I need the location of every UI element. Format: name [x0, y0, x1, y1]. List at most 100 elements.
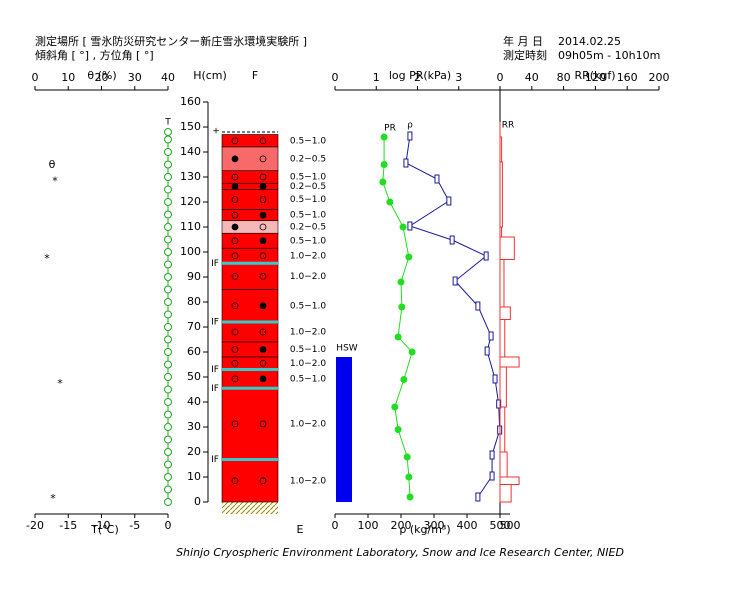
- grain-symbol: [259, 155, 267, 163]
- grain-symbol: [259, 237, 267, 245]
- tick-label: 130: [180, 170, 201, 183]
- theta-point: *: [52, 175, 58, 188]
- hardness: 0.5−1.0: [290, 236, 326, 246]
- temperature-point: [164, 348, 172, 356]
- tick-label: 0: [32, 71, 39, 84]
- snow-layer: [221, 220, 279, 234]
- snow-layer: [221, 289, 279, 323]
- density-point: [446, 196, 452, 206]
- temperature-point: [164, 273, 172, 281]
- grain-symbol: [259, 420, 267, 428]
- site: 測定場所 [ 雪氷防災研究センター新庄雪氷環境実験所 ]: [35, 34, 307, 48]
- hardness-label: E: [297, 523, 304, 536]
- tick-label: 0: [497, 71, 504, 84]
- pr-axis-label: log PR(kPa): [389, 69, 451, 82]
- tick-label: 20: [187, 445, 201, 458]
- tick-label: 40: [187, 395, 201, 408]
- tick-label: -5: [129, 519, 140, 532]
- temperature-point: [164, 498, 172, 506]
- pr-point: [391, 403, 399, 411]
- rr-step: [499, 226, 503, 238]
- density-point: [403, 158, 409, 168]
- tick-label: 110: [180, 220, 201, 233]
- tick-label: 0: [165, 519, 172, 532]
- pr-point: [379, 178, 387, 186]
- tick-label: 50: [187, 370, 201, 383]
- temperature-point: [164, 210, 172, 219]
- density-point: [407, 131, 413, 141]
- snow-layer: [221, 321, 279, 343]
- pr-point: [405, 253, 413, 261]
- grain-symbol: [259, 477, 267, 485]
- rr-step: [499, 319, 506, 358]
- snow-layer: [221, 387, 279, 460]
- hardness: 1.0−2.0: [290, 359, 326, 369]
- tick-label: 2: [414, 71, 421, 84]
- temperature-point: [164, 448, 172, 456]
- grain-symbol: [259, 223, 267, 231]
- grain-symbol: [259, 182, 267, 190]
- grain-symbol: [231, 237, 239, 245]
- pr-point: [399, 223, 407, 231]
- density-point: [434, 174, 440, 184]
- tick-label: 120: [585, 71, 606, 84]
- grain-symbol: [259, 272, 267, 280]
- temperature-point: [164, 148, 172, 156]
- theta-point: *: [57, 377, 63, 390]
- hardness: 0.5−1.0: [290, 195, 326, 205]
- temperature-point: [164, 310, 172, 319]
- tick-label: 200: [391, 519, 412, 532]
- density-point: [484, 346, 490, 356]
- tick-label: 100: [180, 245, 201, 258]
- grain-symbol: [231, 359, 239, 367]
- density-point: [492, 374, 498, 384]
- hardness: 1.0−2.0: [290, 251, 326, 261]
- pr-point: [405, 473, 413, 481]
- snow-layer: [221, 182, 279, 190]
- tick-label: 400: [457, 519, 478, 532]
- temperature-point: [164, 360, 172, 369]
- ground: [222, 502, 278, 514]
- density-point: [488, 331, 494, 341]
- grain-symbol: [231, 477, 239, 485]
- date: 2014.02.25: [558, 35, 621, 48]
- density-label: ρ: [407, 121, 413, 131]
- tick-label: 30: [187, 420, 201, 433]
- tick-label: 0: [332, 71, 339, 84]
- time-label: 測定時刻: [503, 48, 547, 62]
- hardness: 0.2−0.5: [290, 223, 326, 233]
- density-point: [483, 251, 489, 261]
- density-point: [489, 450, 495, 460]
- density-point: [475, 492, 481, 502]
- temperature-point: [164, 285, 172, 294]
- density-point: [496, 399, 502, 409]
- slope: 傾斜角 [ °] , 方位角 [ °]: [35, 48, 154, 62]
- ice-film-label: IF: [211, 365, 219, 375]
- pr-point: [408, 348, 416, 356]
- grain-symbol: [259, 196, 267, 203]
- pr-point: [400, 376, 408, 383]
- tick-label: 300: [424, 519, 445, 532]
- hardness: 0.5−1.0: [290, 173, 326, 183]
- hardness: 1.0−2.0: [290, 272, 326, 282]
- hardness: 0.5−1.0: [290, 374, 326, 384]
- rr-step: [499, 136, 503, 163]
- pr-point: [394, 333, 402, 341]
- temperature-point: [164, 235, 172, 244]
- hardness-label: F: [252, 69, 258, 82]
- tick-label: 0: [194, 495, 201, 508]
- temperature-point: [164, 485, 172, 494]
- temperature-point: [164, 223, 172, 231]
- tick-label: 10: [187, 470, 201, 483]
- pr-point: [403, 453, 411, 461]
- grain-symbol: [259, 346, 267, 353]
- density-point: [449, 235, 455, 245]
- hardness: 0.5−1.0: [290, 136, 326, 146]
- temperature-point: [164, 248, 172, 256]
- tick-label: 160: [617, 71, 638, 84]
- snow-layer: [221, 146, 279, 172]
- pr-label: PR: [384, 124, 396, 134]
- temperature-point: [164, 128, 172, 136]
- tick-label: 3: [455, 71, 462, 84]
- grain-symbol: [231, 182, 239, 190]
